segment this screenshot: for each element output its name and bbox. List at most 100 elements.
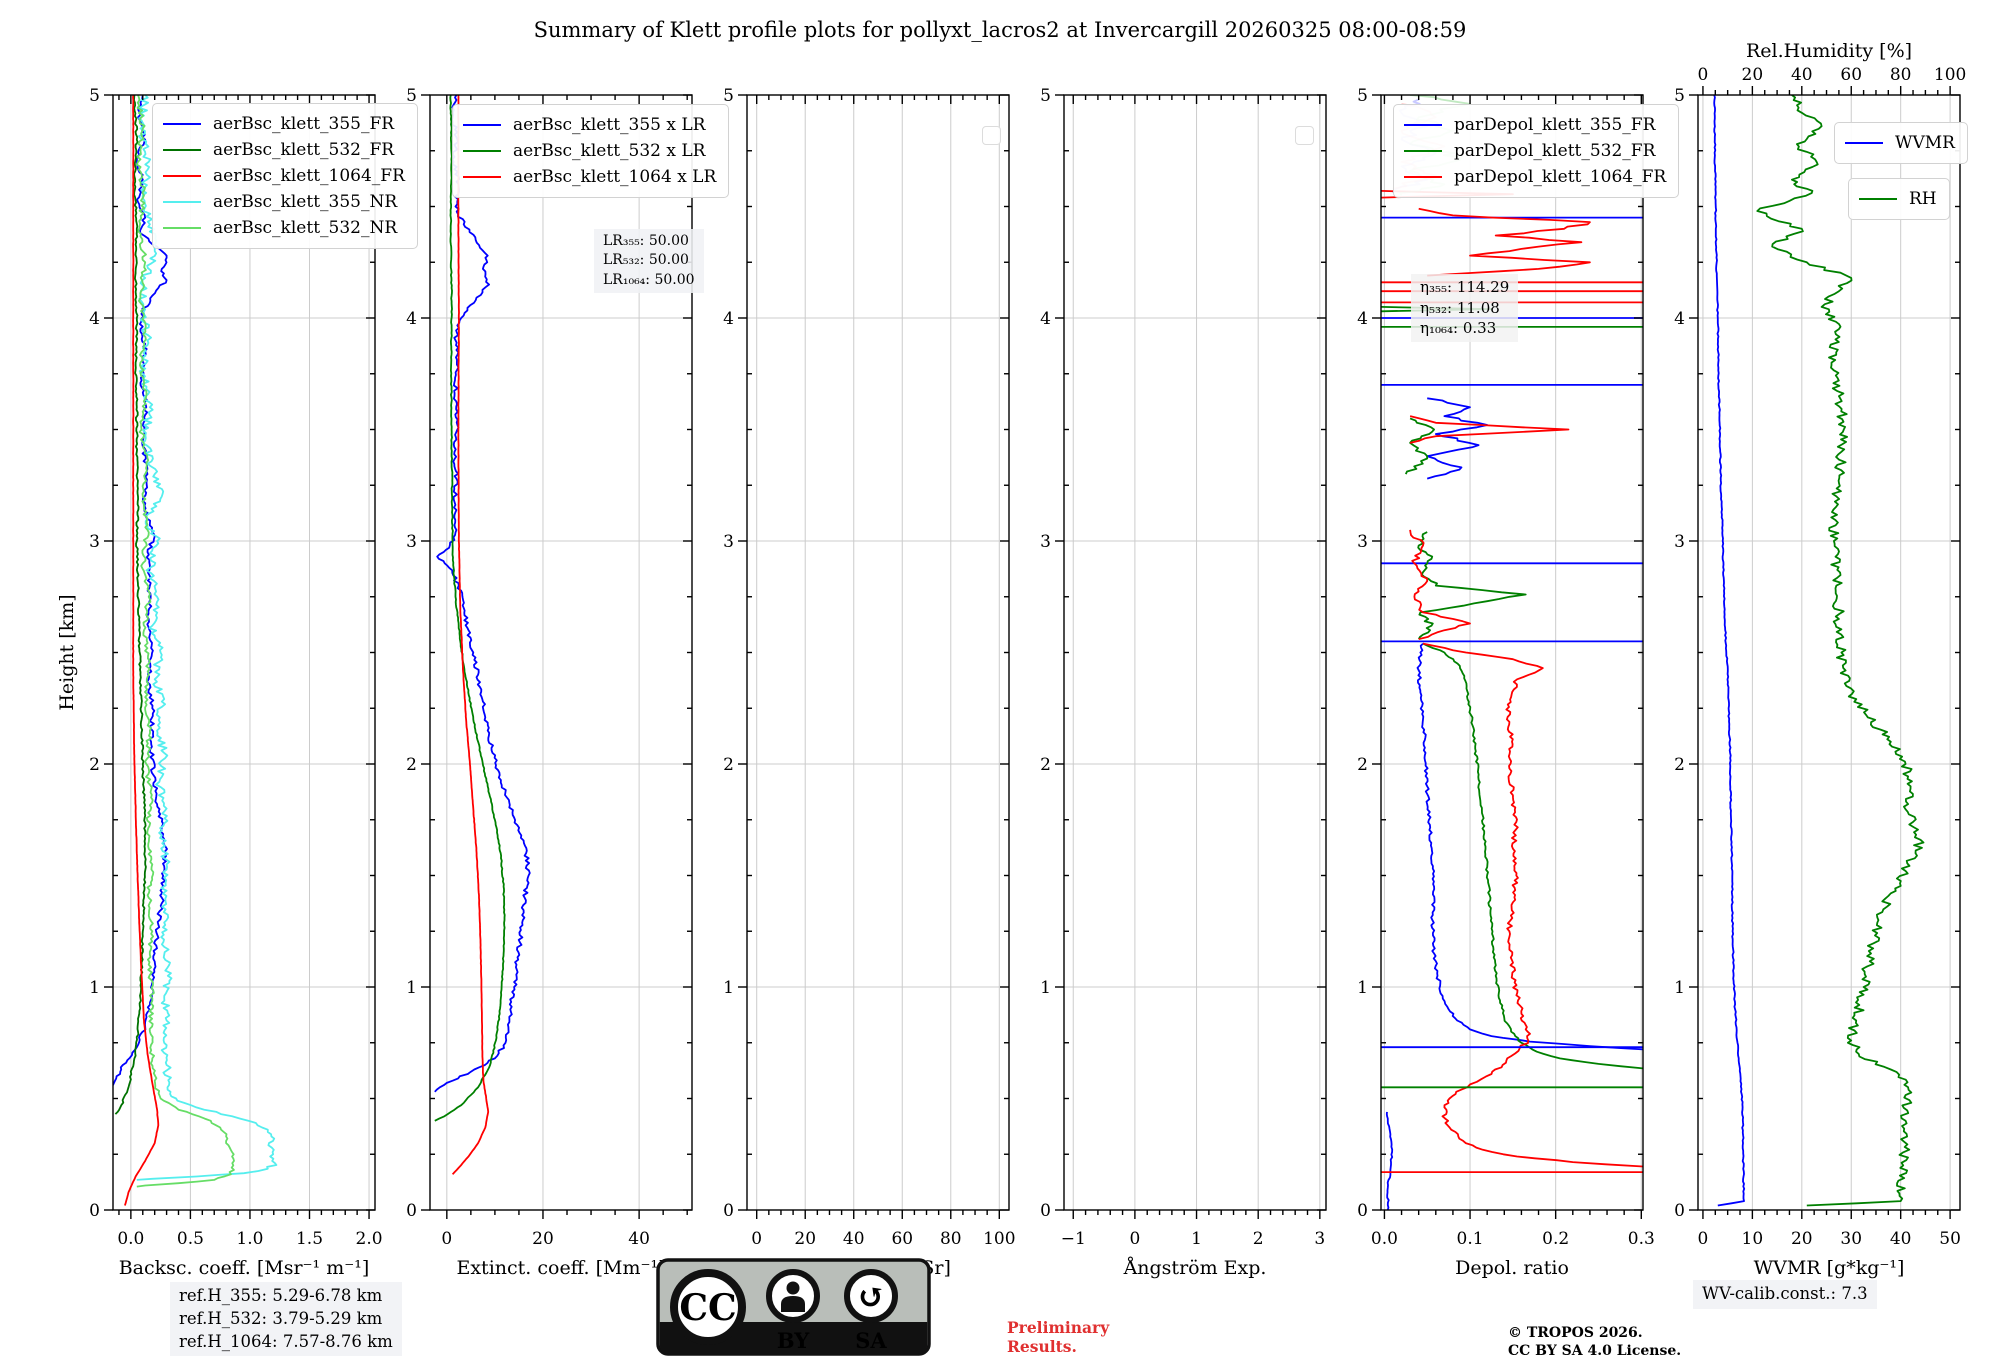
legend-line-swatch bbox=[463, 150, 501, 152]
reference-height-box: ref.H_355: 5.29-6.78 km ref.H_532: 3.79-… bbox=[170, 1282, 402, 1357]
svg-text:5: 5 bbox=[89, 86, 100, 106]
legend-item: RH bbox=[1859, 186, 1937, 212]
legend-depol: parDepol_klett_355_FR parDepol_klett_532… bbox=[1393, 104, 1680, 198]
legend-label: parDepol_klett_532_FR bbox=[1454, 141, 1656, 161]
legend-label: parDepol_klett_1064_FR bbox=[1454, 167, 1667, 187]
svg-text:Ångström Exp.: Ångström Exp. bbox=[1123, 1257, 1267, 1279]
legend-label: aerBsc_klett_532 x LR bbox=[513, 141, 706, 161]
svg-text:1: 1 bbox=[1357, 978, 1368, 998]
svg-text:20: 20 bbox=[1791, 1229, 1813, 1249]
legend-line-swatch bbox=[1404, 176, 1442, 178]
preliminary-results-note: Preliminary Results. bbox=[1007, 1318, 1109, 1357]
svg-text:0: 0 bbox=[751, 1229, 762, 1249]
legend-lidar-ratio-empty bbox=[982, 126, 1001, 145]
series-depol-1064-spike-350 bbox=[1409, 415, 1570, 444]
svg-text:Backsc. coeff. [Msr⁻¹ m⁻¹]: Backsc. coeff. [Msr⁻¹ m⁻¹] bbox=[119, 1257, 370, 1279]
wv-calib-const: WV-calib.const.: 7.3 bbox=[1693, 1280, 1877, 1309]
svg-text:Height [km]: Height [km] bbox=[56, 594, 78, 710]
preliminary-line1: Preliminary bbox=[1007, 1318, 1110, 1337]
svg-text:3: 3 bbox=[1357, 532, 1368, 552]
series-aerBsc_klett_1064 x LR bbox=[451, 95, 490, 1175]
series-aerBsc_klett_532_FR bbox=[114, 95, 147, 1115]
person-body-icon bbox=[781, 1296, 805, 1312]
legend-item: parDepol_klett_532_FR bbox=[1404, 138, 1666, 164]
legend-line-swatch bbox=[163, 149, 201, 151]
svg-text:2: 2 bbox=[1253, 1229, 1264, 1249]
svg-text:5: 5 bbox=[1357, 86, 1368, 106]
series-depol-1064-spikes-43 bbox=[1418, 207, 1591, 277]
series-aerBsc_klett_355 x LR bbox=[434, 95, 531, 1093]
svg-text:5: 5 bbox=[1040, 86, 1051, 106]
legend-item: aerBsc_klett_532_FR bbox=[163, 137, 405, 163]
svg-text:4: 4 bbox=[723, 309, 734, 329]
chart-depol: 0.0 0.1 0.2 0.3 0 1 2 3 4 5 Depol. ratio bbox=[1357, 86, 1655, 1279]
svg-text:20: 20 bbox=[794, 1229, 816, 1249]
svg-text:0: 0 bbox=[406, 1201, 417, 1221]
svg-text:60: 60 bbox=[1840, 65, 1862, 85]
legend-label: RH bbox=[1909, 189, 1937, 209]
copyright-line1: © TROPOS 2026. bbox=[1508, 1325, 1643, 1341]
legend-label: parDepol_klett_355_FR bbox=[1454, 115, 1656, 135]
cc-text: CC bbox=[679, 1287, 736, 1329]
svg-text:5: 5 bbox=[723, 86, 734, 106]
svg-text:3: 3 bbox=[1040, 532, 1051, 552]
legend-label: aerBsc_klett_1064 x LR bbox=[513, 167, 717, 187]
series-depol-355-wiggle-34 bbox=[1426, 397, 1489, 480]
legend-label: WVMR bbox=[1895, 133, 1955, 153]
legend-line-swatch bbox=[1404, 124, 1442, 126]
svg-text:2: 2 bbox=[1674, 755, 1685, 775]
svg-text:4: 4 bbox=[89, 309, 100, 329]
svg-text:0: 0 bbox=[1129, 1229, 1140, 1249]
svg-text:0.0: 0.0 bbox=[1371, 1229, 1398, 1249]
svg-text:3: 3 bbox=[1314, 1229, 1325, 1249]
svg-text:1: 1 bbox=[406, 978, 417, 998]
svg-text:2: 2 bbox=[1040, 755, 1051, 775]
legend-line-swatch bbox=[163, 201, 201, 203]
svg-text:80: 80 bbox=[1890, 65, 1912, 85]
legend-extinct: aerBsc_klett_355 x LR aerBsc_klett_532 x… bbox=[452, 104, 730, 198]
legend-line-swatch bbox=[163, 123, 201, 125]
legend-angstrom-empty bbox=[1295, 126, 1314, 145]
legend-rh: RH bbox=[1848, 178, 1950, 220]
series-depol-1064-wiggle-27 bbox=[1409, 529, 1471, 640]
svg-text:2: 2 bbox=[406, 755, 417, 775]
svg-text:60: 60 bbox=[891, 1229, 913, 1249]
legend-line-swatch bbox=[1859, 198, 1897, 200]
legend-label: aerBsc_klett_532_NR bbox=[213, 218, 398, 238]
legend-line-swatch bbox=[1845, 142, 1883, 144]
chart-extinct: 0 20 40 0 1 2 3 4 5 Extinct. coeff. [Mm⁻¹] bbox=[406, 86, 693, 1279]
copyright-line2: CC BY SA 4.0 License. bbox=[1508, 1343, 1682, 1360]
svg-text:5: 5 bbox=[406, 86, 417, 106]
svg-text:2: 2 bbox=[723, 755, 734, 775]
svg-text:10: 10 bbox=[1742, 1229, 1764, 1249]
legend-item: parDepol_klett_1064_FR bbox=[1404, 164, 1666, 190]
lr-355-value: LR₃₅₅: 50.00 bbox=[603, 233, 689, 249]
svg-text:1.5: 1.5 bbox=[296, 1229, 323, 1249]
svg-text:Extinct. coeff. [Mm⁻¹]: Extinct. coeff. [Mm⁻¹] bbox=[456, 1257, 665, 1279]
cc-circle-icon bbox=[670, 1269, 746, 1345]
chart-backsc: 0.0 0.5 1.0 1.5 2.0 0 1 2 3 4 5 Backsc. coeff. [Msr… bbox=[56, 86, 383, 1279]
svg-text:0: 0 bbox=[1357, 1201, 1368, 1221]
series-parDepol_klett_355_FR bbox=[1416, 642, 1643, 1051]
svg-text:0: 0 bbox=[1674, 1201, 1685, 1221]
refh-1064: ref.H_1064: 7.57-8.76 km bbox=[179, 1331, 393, 1351]
svg-text:3: 3 bbox=[723, 532, 734, 552]
eta-532-value: η₅₃₂: 11.08 bbox=[1420, 298, 1500, 317]
svg-text:100: 100 bbox=[1934, 65, 1966, 85]
svg-text:30: 30 bbox=[1840, 1229, 1862, 1249]
svg-text:0: 0 bbox=[89, 1201, 100, 1221]
svg-text:3: 3 bbox=[89, 532, 100, 552]
svg-text:−1: −1 bbox=[1061, 1229, 1086, 1249]
lr-532-value: LR₅₃₂: 50.00 bbox=[603, 252, 689, 269]
refh-355: ref.H_355: 5.29-6.78 km bbox=[179, 1286, 383, 1305]
series-depol-532-wiggle-27 bbox=[1417, 531, 1527, 640]
legend-label: aerBsc_klett_532_FR bbox=[213, 140, 395, 160]
legend-line-swatch bbox=[463, 124, 501, 126]
copyright-note: © TROPOS 2026. CC BY SA 4.0 License. bbox=[1508, 1324, 1681, 1360]
eta-355-value: η₃₅₅: 114.29 bbox=[1420, 278, 1510, 296]
legend-label: aerBsc_klett_1064_FR bbox=[213, 166, 405, 186]
legend-label: aerBsc_klett_355_NR bbox=[213, 192, 398, 212]
legend-line-swatch bbox=[1404, 150, 1442, 152]
legend-label: aerBsc_klett_355 x LR bbox=[513, 115, 706, 135]
svg-text:40: 40 bbox=[628, 1229, 650, 1249]
